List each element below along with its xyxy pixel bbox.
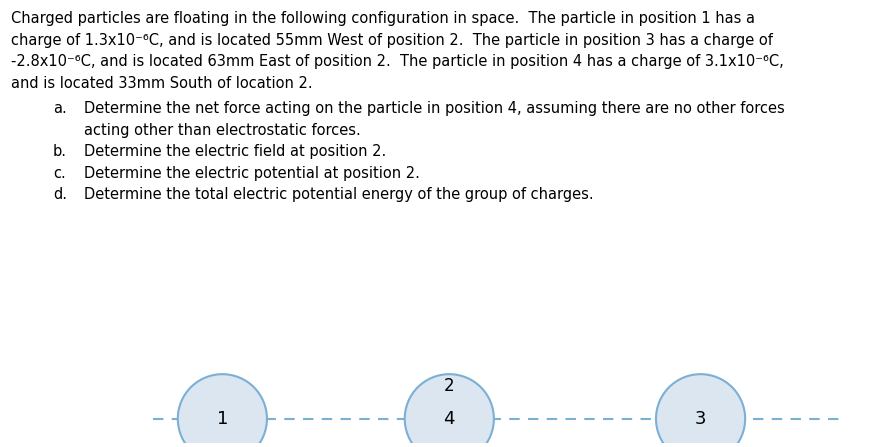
Text: c.: c.: [53, 166, 65, 181]
Text: Determine the electric field at position 2.: Determine the electric field at position…: [84, 144, 386, 160]
Ellipse shape: [404, 374, 494, 447]
Text: d.: d.: [53, 187, 67, 202]
Text: a.: a.: [53, 101, 67, 117]
Text: 2: 2: [444, 377, 455, 395]
Ellipse shape: [656, 374, 745, 447]
Ellipse shape: [178, 374, 267, 447]
Text: Charged particles are floating in the following configuration in space.  The par: Charged particles are floating in the fo…: [11, 11, 754, 26]
Text: 3: 3: [695, 410, 707, 428]
Text: and is located 33mm South of location 2.: and is located 33mm South of location 2.: [11, 76, 312, 91]
Text: acting other than electrostatic forces.: acting other than electrostatic forces.: [84, 123, 360, 138]
Text: charge of 1.3x10⁻⁶C, and is located 55mm West of position 2.  The particle in po: charge of 1.3x10⁻⁶C, and is located 55mm…: [11, 33, 773, 48]
Text: 4: 4: [443, 410, 455, 428]
Text: -2.8x10⁻⁶C, and is located 63mm East of position 2.  The particle in position 4 : -2.8x10⁻⁶C, and is located 63mm East of …: [11, 54, 783, 69]
Text: Determine the electric potential at position 2.: Determine the electric potential at posi…: [84, 166, 419, 181]
Text: Determine the total electric potential energy of the group of charges.: Determine the total electric potential e…: [84, 187, 593, 202]
Text: Determine the net force acting on the particle in position 4, assuming there are: Determine the net force acting on the pa…: [84, 101, 784, 117]
Text: b.: b.: [53, 144, 67, 160]
Text: 1: 1: [217, 410, 228, 428]
